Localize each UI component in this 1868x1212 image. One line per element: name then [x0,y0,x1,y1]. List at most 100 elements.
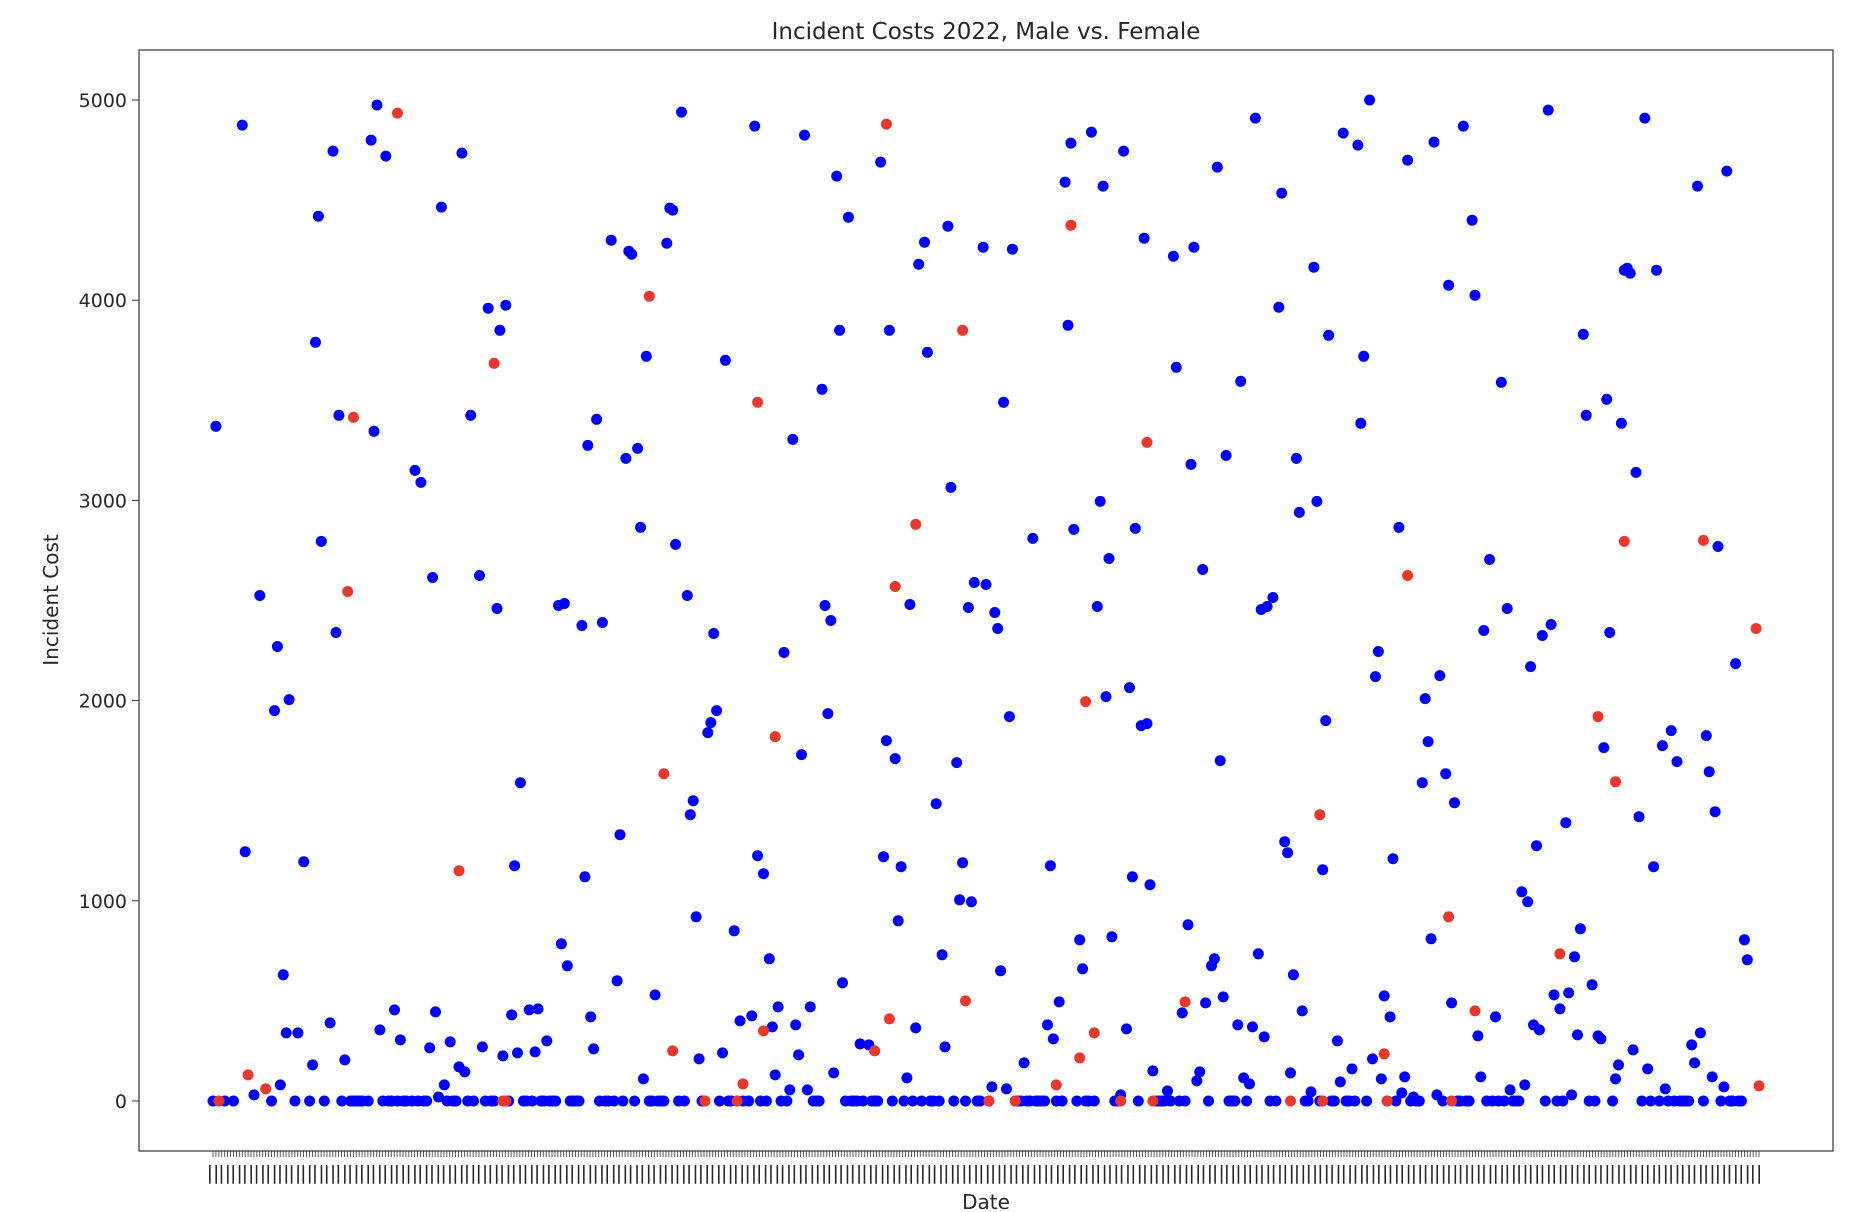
blue-data-point [1504,1084,1516,1096]
blue-data-point [986,1081,998,1093]
blue-data-point [1651,264,1662,276]
x-tick-label: || [1621,1162,1634,1184]
blue-data-point [1182,919,1194,931]
x-tick-label: || [1609,1162,1622,1184]
blue-data-point [728,925,740,937]
red-data-point [260,1083,272,1095]
x-tick-label: || [1680,1162,1693,1184]
blue-data-point [886,1095,898,1107]
blue-data-point [1235,375,1247,387]
blue-data-point [632,442,644,454]
blue-data-point [1586,979,1598,991]
blue-data-point [904,599,916,610]
x-tick-label: || [1341,1162,1354,1184]
blue-data-point [394,1034,406,1046]
blue-data-point [816,383,828,395]
y-tick-label: 4000 [79,290,127,312]
red-data-point [960,995,971,1007]
x-tick-label: || [1224,1162,1237,1184]
blue-data-point [965,896,977,908]
x-tick-label: || [1095,1162,1108,1184]
blue-data-point [1006,243,1018,255]
blue-data-point [596,617,608,628]
blue-data-point [1308,261,1320,273]
blue-data-point [1689,1057,1701,1069]
blue-data-point [804,1001,816,1013]
blue-data-point [796,749,807,761]
blue-data-point [1653,1095,1665,1107]
blue-data-point [1147,1065,1159,1077]
blue-data-point [1068,523,1080,535]
blue-data-point [368,425,380,437]
blue-data-point [1557,1095,1569,1107]
red-data-point [1009,1095,1021,1107]
blue-data-point [1282,847,1294,859]
blue-data-point [1132,1095,1144,1107]
blue-data-point [1106,931,1118,943]
blue-data-point [1317,864,1329,876]
blue-data-point [752,850,764,862]
blue-data-point [760,1095,772,1107]
blue-data-point [919,236,930,248]
blue-data-point [1560,817,1572,829]
blue-data-point [1141,718,1153,730]
red-data-point [342,586,354,597]
blue-data-point [210,420,222,432]
blue-data-point [954,894,966,906]
blue-data-point [512,1047,523,1059]
blue-data-point [989,607,1001,618]
red-data-point [957,324,969,336]
blue-data-point [374,1024,386,1036]
blue-data-point [389,1004,400,1016]
blue-data-point [1369,671,1381,683]
red-data-point [1618,535,1630,547]
blue-data-point [1700,730,1712,742]
blue-data-point [907,1095,919,1107]
blue-data-point [561,960,573,972]
red-data-point [1141,436,1153,448]
x-tick-label: || [1703,1162,1716,1184]
blue-data-point [1466,214,1478,226]
blue-data-point [1018,1057,1030,1069]
red-data-point [731,1095,743,1107]
x-tick-label: || [1013,1162,1026,1184]
blue-data-point [1062,319,1074,331]
red-data-point [667,1045,679,1057]
blue-data-point [837,977,848,989]
x-tick-label: || [1153,1162,1166,1184]
x-tick-label: || [756,1162,769,1184]
blue-data-point [1393,521,1405,533]
blue-data-point [626,248,638,260]
x-tick-label: || [1002,1162,1015,1184]
blue-data-point [822,708,834,720]
blue-data-point [1138,232,1150,244]
blue-data-point [307,1059,319,1071]
blue-data-point [1577,328,1589,340]
blue-data-point [889,753,901,765]
x-tick-label: || [627,1162,640,1184]
blue-data-point [1472,1030,1484,1042]
blue-data-point [1320,715,1332,727]
blue-data-point [910,1022,922,1034]
x-tick-label: || [511,1162,524,1184]
blue-data-point [640,350,652,362]
blue-data-point [916,1095,928,1107]
blue-data-point [831,170,843,182]
blue-data-point [310,336,321,348]
blue-data-point [1457,120,1469,132]
blue-data-point [421,1095,433,1107]
blue-data-point [1639,112,1651,124]
blue-data-point [743,1095,755,1107]
blue-data-point [1211,161,1223,173]
blue-data-point [676,106,687,118]
red-data-point [889,581,901,592]
blue-data-point [1334,1076,1346,1088]
x-tick-label: || [1083,1162,1096,1184]
red-data-point [699,1095,711,1107]
blue-data-point [409,464,421,476]
blue-data-point [1358,350,1370,362]
blue-data-point [1446,997,1458,1009]
blue-data-point [509,860,521,872]
blue-data-point [1399,1071,1411,1083]
blue-data-point [1694,1027,1706,1039]
